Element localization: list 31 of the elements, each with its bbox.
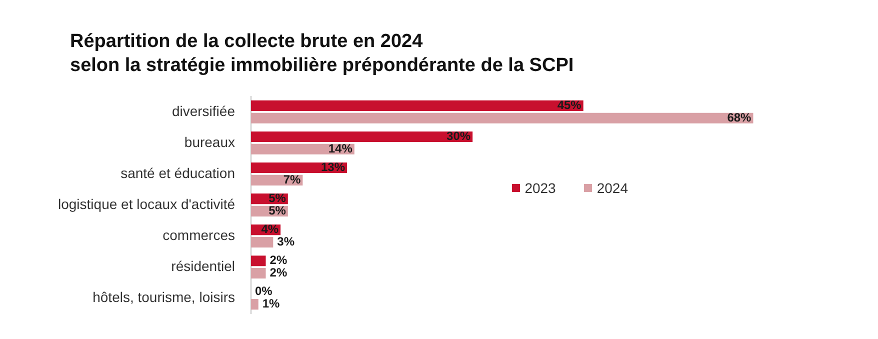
data-label: 7% xyxy=(283,172,302,186)
data-label: 2% xyxy=(270,253,288,268)
bar xyxy=(250,112,754,124)
data-label: 3% xyxy=(277,234,295,249)
bar xyxy=(250,299,258,310)
legend-label: 2023 xyxy=(524,180,556,196)
data-label: 4% xyxy=(261,222,279,236)
bar xyxy=(250,256,266,266)
y-tick-label: bureaux xyxy=(184,134,235,150)
bar xyxy=(250,268,266,279)
bar xyxy=(250,131,473,142)
y-tick-label: résidentiel xyxy=(171,258,235,274)
y-tick-label: logistique et locaux d'activité xyxy=(58,196,236,212)
y-tick-label: santé et éducation xyxy=(120,164,235,181)
bar xyxy=(250,236,274,248)
data-label: 1% xyxy=(262,296,280,311)
legend-label: 2024 xyxy=(596,180,628,196)
data-label: 0% xyxy=(254,284,273,298)
data-label: 5% xyxy=(268,191,286,206)
data-label: 14% xyxy=(328,141,353,156)
y-tick-label: hôtels, tourisme, loisirs xyxy=(92,288,235,305)
data-label: 2% xyxy=(270,266,288,280)
chart-title: Répartition de la collecte brute en 2024 selon la stratégie immobilière prépondérante de la SCPI xyxy=(70,30,574,78)
y-tick-label: commerces xyxy=(162,226,235,243)
bar xyxy=(250,100,584,111)
data-label: 30% xyxy=(446,129,471,144)
data-label: 5% xyxy=(268,204,286,218)
y-tick-label: diversifiée xyxy=(172,102,236,119)
data-label: 45% xyxy=(557,98,582,112)
data-label: 13% xyxy=(320,160,346,174)
data-label: 68% xyxy=(727,110,752,124)
